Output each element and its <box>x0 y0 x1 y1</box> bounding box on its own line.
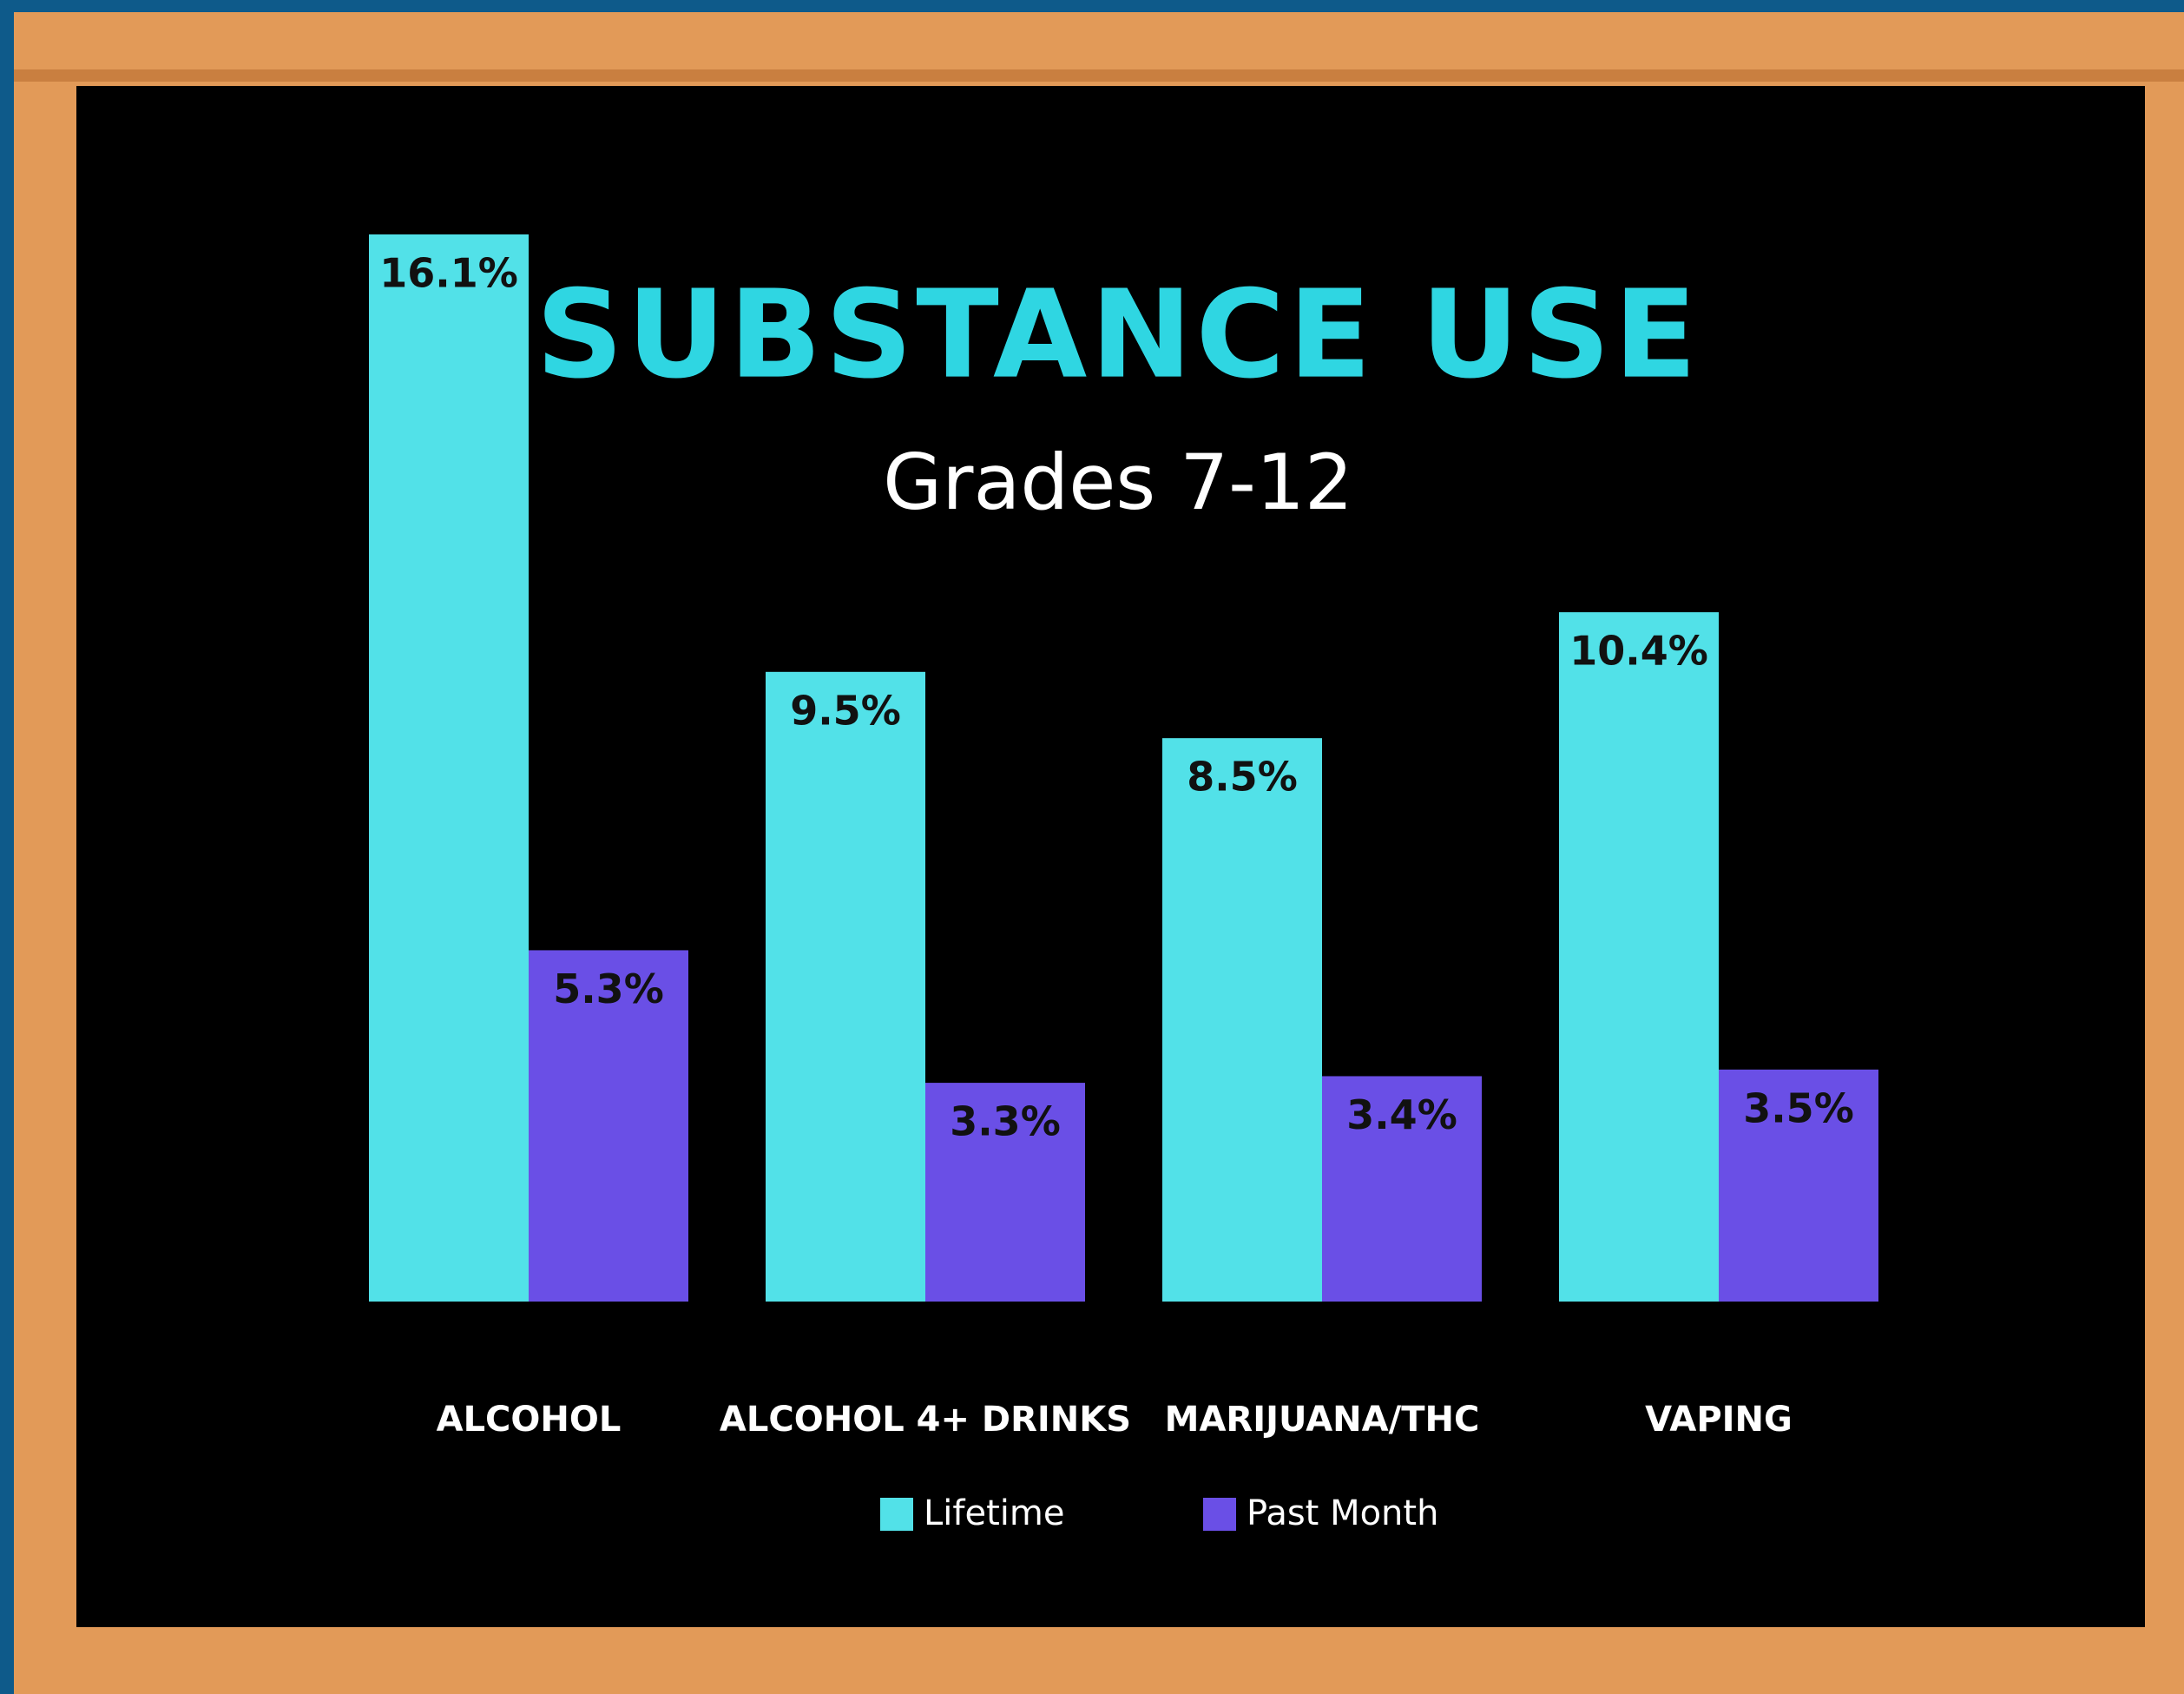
bar <box>925 1083 1085 1302</box>
x-tick-label: MARIJUANA/THC <box>1165 1400 1480 1440</box>
legend-label: Past Month <box>1247 1493 1438 1533</box>
value-label: 3.5% <box>1743 1084 1854 1131</box>
chart-title: SUBSTANCE USE <box>536 265 1700 406</box>
value-label: 3.4% <box>1346 1091 1457 1138</box>
x-tick-label: VAPING <box>1645 1400 1793 1440</box>
bar <box>529 950 688 1302</box>
value-label: 5.3% <box>553 966 664 1012</box>
bar <box>1162 738 1322 1302</box>
legend-swatch <box>880 1498 913 1531</box>
bar <box>766 671 925 1302</box>
bar <box>369 234 529 1302</box>
value-label: 16.1% <box>379 250 518 297</box>
value-label: 8.5% <box>1187 754 1298 801</box>
bar <box>1719 1069 1878 1302</box>
value-label: 3.3% <box>950 1098 1061 1145</box>
bar <box>1559 612 1719 1302</box>
x-tick-label: ALCOHOL 4+ DRINKS <box>720 1400 1131 1440</box>
value-label: 9.5% <box>790 687 901 734</box>
value-label: 10.4% <box>1569 628 1708 675</box>
wood-trim <box>14 69 2184 82</box>
x-tick-label: ALCOHOL <box>437 1400 622 1440</box>
legend-swatch <box>1203 1498 1236 1531</box>
bar <box>1322 1076 1482 1302</box>
legend-label: Lifetime <box>924 1493 1064 1533</box>
chart-subtitle: Grades 7-12 <box>883 438 1353 527</box>
